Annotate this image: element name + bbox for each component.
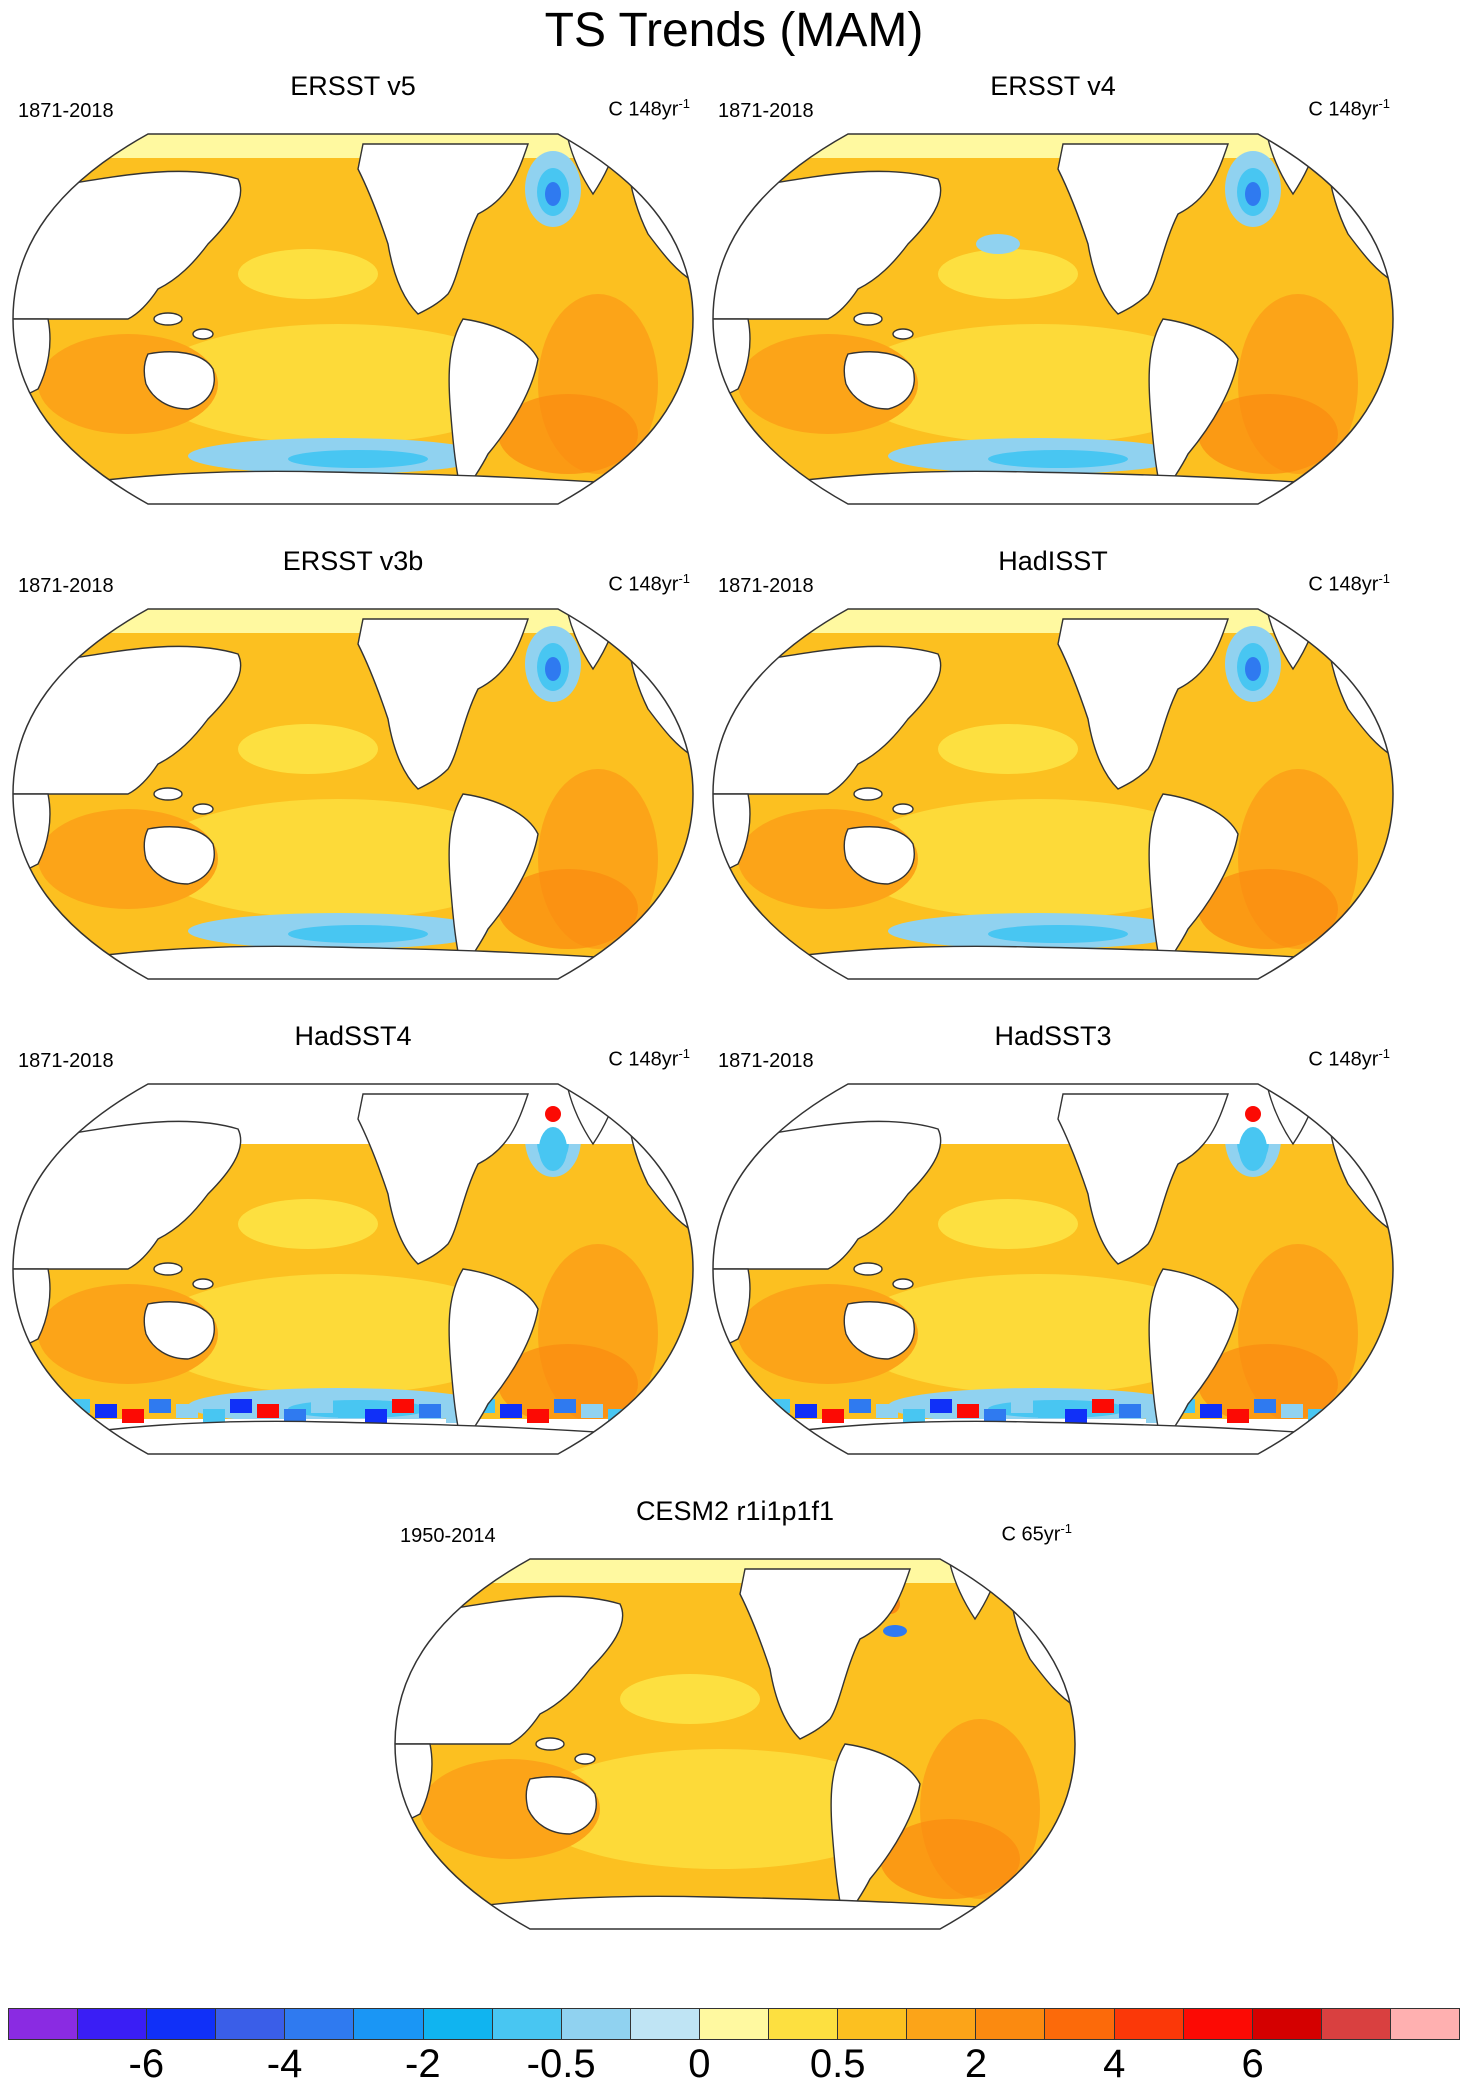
colorbar-tick-label: -2 xyxy=(405,2042,441,2086)
colorbar-tick-label: 6 xyxy=(1241,2042,1264,2086)
map-panel: ERSST v5 1871-2018 C 148yr-1 xyxy=(8,70,698,540)
map-panel: HadSST4 1871-2018 C 148yr-1 xyxy=(8,1020,698,1490)
period-label: 1950-2014 xyxy=(400,1525,496,1547)
units-label: C 148yr-1 xyxy=(608,571,690,596)
units-label: C 148yr-1 xyxy=(1308,96,1390,121)
period-label: 1871-2018 xyxy=(718,100,814,122)
map-panel: HadISST 1871-2018 C 148yr-1 xyxy=(708,545,1398,1015)
units-label: C 65yr-1 xyxy=(1001,1521,1072,1546)
units-label: C 148yr-1 xyxy=(1308,1046,1390,1071)
colorbar-swatch xyxy=(285,2009,355,2039)
robinson-map xyxy=(12,608,694,980)
colorbar-tick-label: 0 xyxy=(688,2042,711,2086)
colorbar-swatch xyxy=(423,2009,493,2039)
colorbar-swatch xyxy=(1114,2009,1184,2039)
figure-title: TS Trends (MAM) xyxy=(544,4,924,57)
colorbar-swatch xyxy=(561,2009,631,2039)
colorbar-swatch xyxy=(1045,2009,1115,2039)
robinson-map xyxy=(712,133,1394,505)
colorbar-swatch xyxy=(147,2009,217,2039)
colorbar-swatch xyxy=(1390,2009,1459,2039)
map-panel: HadSST3 1871-2018 C 148yr-1 xyxy=(708,1020,1398,1490)
colorbar-tick-label: -0.5 xyxy=(526,2042,596,2086)
colorbar-swatch xyxy=(838,2009,908,2039)
units-label: C 148yr-1 xyxy=(608,96,690,121)
colorbar-swatch xyxy=(216,2009,286,2039)
colorbar-swatch xyxy=(9,2009,79,2039)
robinson-map xyxy=(712,1083,1394,1455)
colorbar-swatch xyxy=(78,2009,148,2039)
panel-title: ERSST v3b xyxy=(282,546,424,576)
colorbar-swatch xyxy=(1321,2009,1391,2039)
period-label: 1871-2018 xyxy=(718,1050,814,1072)
period-label: 1871-2018 xyxy=(18,575,114,597)
period-label: 1871-2018 xyxy=(718,575,814,597)
panel-title: CESM2 r1i1p1f1 xyxy=(635,1496,835,1526)
colorbar-swatch xyxy=(907,2009,977,2039)
colorbar xyxy=(8,2008,1460,2040)
robinson-map xyxy=(394,1558,1076,1930)
colorbar-tick-label: -6 xyxy=(128,2042,165,2086)
colorbar-swatch xyxy=(1183,2009,1253,2039)
colorbar-swatch xyxy=(769,2009,839,2039)
panel-title: ERSST v5 xyxy=(290,71,416,101)
panel-title: HadSST4 xyxy=(294,1021,412,1051)
robinson-map xyxy=(12,1083,694,1455)
colorbar-swatch xyxy=(630,2009,700,2039)
panel-title: ERSST v4 xyxy=(990,71,1116,101)
colorbar-tick-label: -4 xyxy=(266,2042,303,2086)
colorbar-swatch xyxy=(492,2009,562,2039)
panel-title: HadISST xyxy=(998,546,1108,576)
map-panel: ERSST v3b 1871-2018 C 148yr-1 xyxy=(8,545,698,1015)
colorbar-swatch xyxy=(699,2009,770,2039)
period-label: 1871-2018 xyxy=(18,1050,114,1072)
map-panel: CESM2 r1i1p1f1 1950-2014 C 65yr-1 xyxy=(390,1495,1080,1965)
colorbar-swatch xyxy=(976,2009,1046,2039)
units-label: C 148yr-1 xyxy=(1308,571,1390,596)
units-label: C 148yr-1 xyxy=(608,1046,690,1071)
panel-title: HadSST3 xyxy=(994,1021,1112,1051)
robinson-map xyxy=(712,608,1394,980)
colorbar-swatch xyxy=(354,2009,424,2039)
colorbar-tick-label: 2 xyxy=(964,2042,988,2086)
period-label: 1871-2018 xyxy=(18,100,114,122)
robinson-map xyxy=(12,133,694,505)
colorbar-tick-label: 0.5 xyxy=(809,2042,866,2086)
colorbar-tick-label: 4 xyxy=(1103,2042,1126,2086)
colorbar-swatch xyxy=(1252,2009,1322,2039)
map-panel: ERSST v4 1871-2018 C 148yr-1 xyxy=(708,70,1398,540)
